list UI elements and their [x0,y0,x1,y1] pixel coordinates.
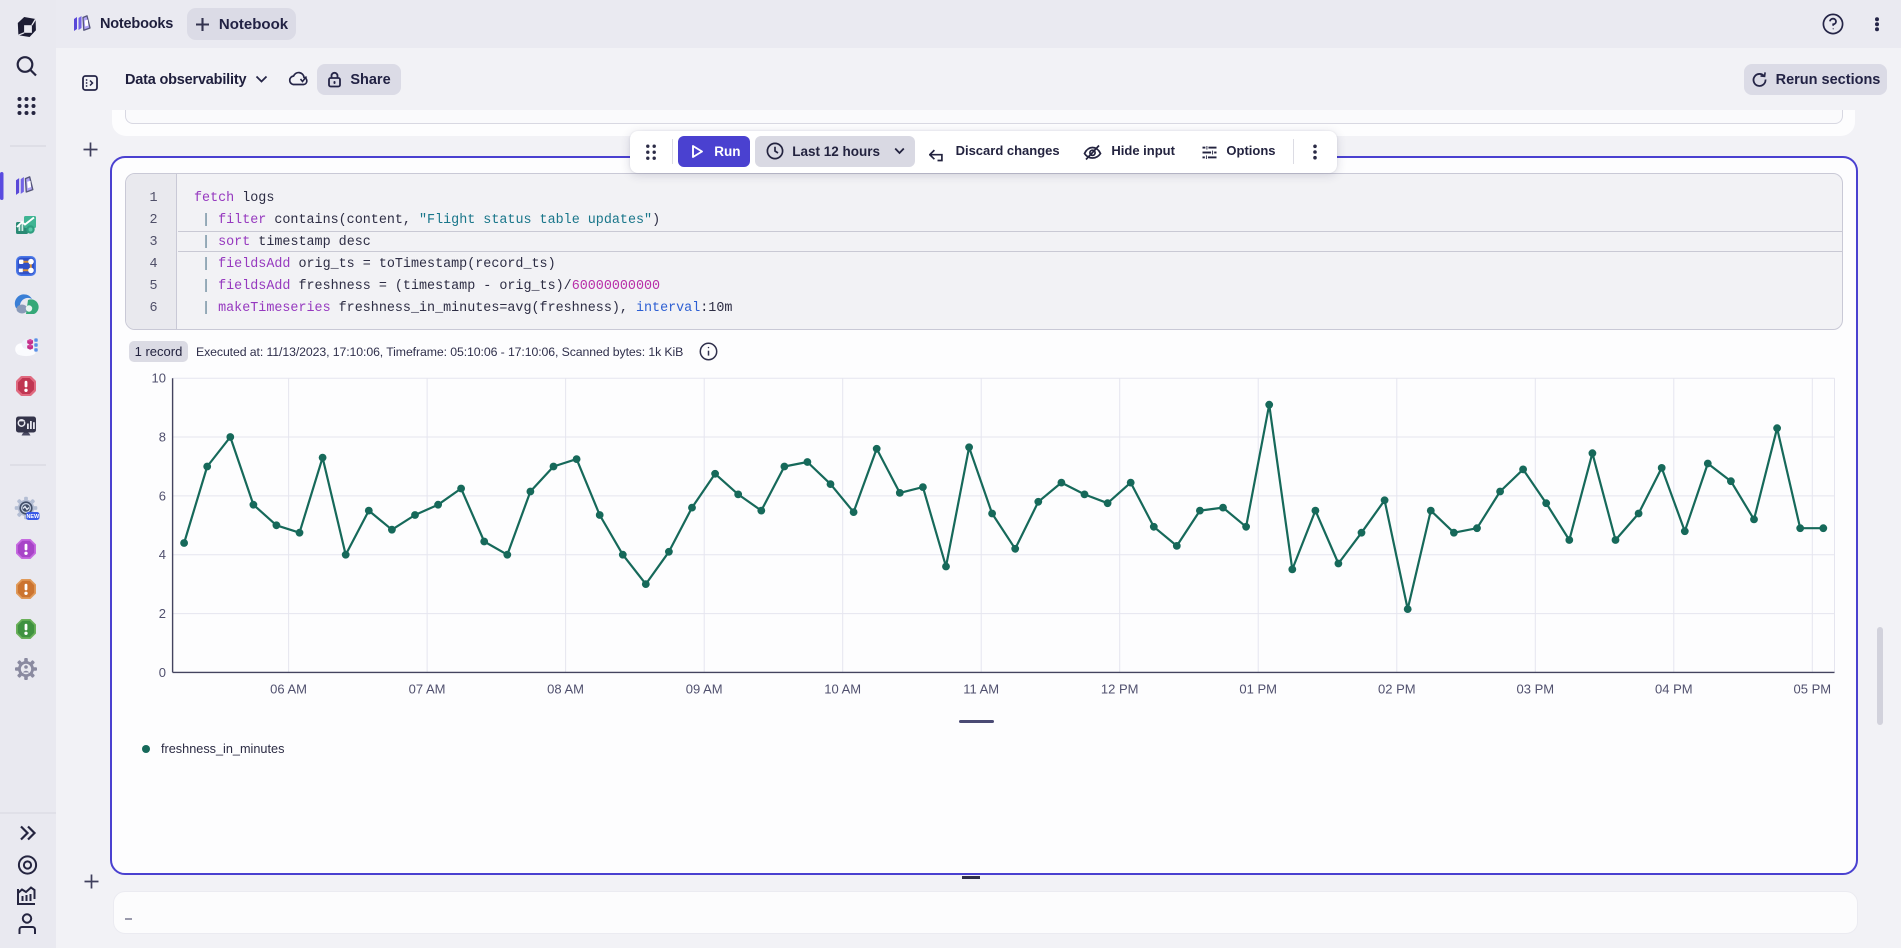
svg-text:08 AM: 08 AM [547,682,584,697]
svg-text:8: 8 [159,429,166,444]
svg-text:11 AM: 11 AM [963,682,999,697]
svg-text:05 PM: 05 PM [1794,682,1832,697]
svg-text:02 PM: 02 PM [1378,682,1416,697]
svg-text:09 AM: 09 AM [686,682,723,697]
svg-text:0: 0 [159,665,166,680]
svg-text:12 PM: 12 PM [1101,682,1139,697]
svg-text:07 AM: 07 AM [409,682,446,697]
svg-text:NEW: NEW [27,514,40,520]
svg-text:01 PM: 01 PM [1239,682,1277,697]
svg-text:04 PM: 04 PM [1655,682,1693,697]
svg-text:6: 6 [159,488,166,503]
svg-text:10 AM: 10 AM [824,682,861,697]
svg-text:10: 10 [152,372,166,386]
svg-text:4: 4 [159,547,166,562]
svg-text:06 AM: 06 AM [270,682,307,697]
svg-text:03 PM: 03 PM [1517,682,1555,697]
svg-text:2: 2 [159,606,166,621]
